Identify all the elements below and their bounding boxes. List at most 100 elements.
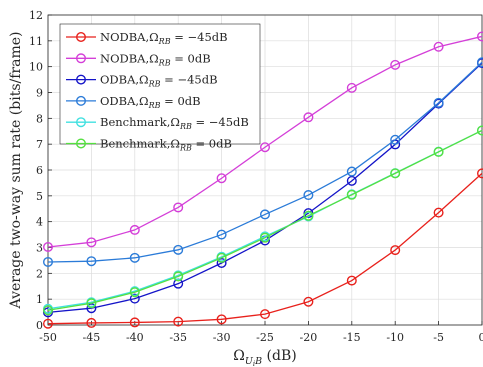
- x-tick-label: -10: [386, 331, 404, 344]
- legend-swatch-marker: [75, 53, 86, 64]
- series-line: [47, 61, 483, 263]
- data-point: [216, 252, 227, 263]
- data-point: [260, 232, 271, 243]
- data-point: [216, 229, 227, 240]
- series-1: [43, 168, 483, 329]
- data-point: [260, 142, 271, 153]
- y-tick-label: 6: [36, 164, 43, 177]
- data-point: [173, 202, 184, 213]
- data-point: [216, 314, 227, 325]
- data-point: [346, 166, 357, 177]
- series-line: [47, 35, 483, 248]
- legend-box: [59, 23, 261, 145]
- x-tick-label: -50: [39, 331, 57, 344]
- y-tick-label: 3: [36, 242, 43, 255]
- legend-label: Benchmark,ΩRB = −45dB: [100, 115, 249, 131]
- data-point: [303, 296, 314, 307]
- legend-entry: NODBA,ΩRB = 0dB: [66, 51, 211, 67]
- data-point: [129, 293, 140, 304]
- data-point: [346, 189, 357, 200]
- data-point: [346, 82, 357, 93]
- data-point: [477, 31, 483, 42]
- y-tick-label: 9: [36, 87, 43, 100]
- data-point: [43, 318, 54, 329]
- data-point: [129, 252, 140, 263]
- data-point: [390, 245, 401, 256]
- data-point: [390, 59, 401, 70]
- data-point: [216, 173, 227, 184]
- data-point: [303, 190, 314, 201]
- legend-swatch-marker: [75, 74, 86, 85]
- legend-label: NODBA,ΩRB = −45dB: [100, 30, 228, 46]
- y-tick-label: 7: [36, 138, 43, 151]
- data-point: [433, 41, 444, 52]
- legend-swatch-marker: [75, 138, 86, 149]
- legend-entry: ODBA,ΩRB = −45dB: [66, 73, 218, 89]
- legend-entry: Benchmark,ΩRB = 0dB: [66, 137, 232, 153]
- legend-entry: NODBA,ΩRB = −45dB: [66, 30, 228, 46]
- y-tick-label: 2: [36, 267, 43, 280]
- x-tick-label: -15: [343, 331, 361, 344]
- y-tick-label: 5: [36, 190, 43, 203]
- legend-label: ODBA,ΩRB = 0dB: [100, 94, 201, 110]
- data-point: [129, 287, 140, 298]
- data-point: [173, 316, 184, 327]
- data-point: [477, 57, 483, 68]
- x-axis-label: ΩUiB (dB): [233, 348, 296, 367]
- y-tick-label: 1: [36, 293, 43, 306]
- data-point: [346, 275, 357, 286]
- data-point: [390, 168, 401, 179]
- data-point: [303, 112, 314, 123]
- data-point: [86, 256, 97, 267]
- series-line: [47, 172, 483, 325]
- data-point: [86, 317, 97, 328]
- legend-entry: Benchmark,ΩRB = −45dB: [66, 115, 249, 131]
- data-point: [433, 97, 444, 108]
- data-point: [86, 298, 97, 309]
- data-point: [260, 209, 271, 220]
- data-point: [173, 244, 184, 255]
- x-tick-label: -45: [83, 331, 101, 344]
- x-tick-label: -20: [300, 331, 318, 344]
- legend-swatch-marker: [75, 95, 86, 106]
- y-tick-label: 0: [36, 319, 43, 332]
- data-point: [43, 241, 54, 252]
- y-axis-label: Average two-way sum rate (bits/frame): [8, 32, 24, 310]
- data-point: [43, 305, 54, 316]
- legend: NODBA,ΩRB = −45dB NODBA,ΩRB = 0dB ODBA,ΩRB…: [59, 23, 261, 153]
- data-point: [216, 258, 227, 269]
- legend-swatch-marker: [75, 117, 86, 128]
- data-point: [129, 224, 140, 235]
- data-point: [433, 146, 444, 157]
- y-tick-label: 4: [36, 216, 43, 229]
- data-point: [303, 210, 314, 221]
- data-point: [390, 134, 401, 145]
- legend-label: Benchmark,ΩRB = 0dB: [100, 137, 232, 153]
- data-point: [173, 271, 184, 282]
- series-4: [43, 57, 483, 267]
- x-tick-label: 0: [479, 331, 483, 344]
- legend-label: NODBA,ΩRB = 0dB: [100, 51, 211, 67]
- series-group: [43, 31, 483, 329]
- legend-entry: ODBA,ΩRB = 0dB: [66, 94, 201, 110]
- x-tick-label: -25: [256, 331, 274, 344]
- y-tick-label: 11: [29, 35, 43, 48]
- data-point: [433, 207, 444, 218]
- y-tick-label: 8: [36, 112, 43, 125]
- data-point: [477, 125, 483, 136]
- x-tick-label: -40: [126, 331, 144, 344]
- series-2: [43, 31, 483, 252]
- x-tick-label: -35: [169, 331, 187, 344]
- legend-swatch-marker: [75, 32, 86, 43]
- y-tick-label: 10: [29, 61, 43, 74]
- x-tick-label: -30: [213, 331, 231, 344]
- series-line: [47, 129, 483, 311]
- data-point: [129, 317, 140, 328]
- y-tick-label: 12: [29, 9, 43, 22]
- axis-ticks: -50 -45 -40 -35 -30 -25 -20 -15 -10 -5 00123456789…: [29, 9, 483, 344]
- data-point: [86, 237, 97, 248]
- legend-label: ODBA,ΩRB = −45dB: [100, 73, 218, 89]
- data-point: [43, 256, 54, 267]
- series-6: [43, 125, 483, 316]
